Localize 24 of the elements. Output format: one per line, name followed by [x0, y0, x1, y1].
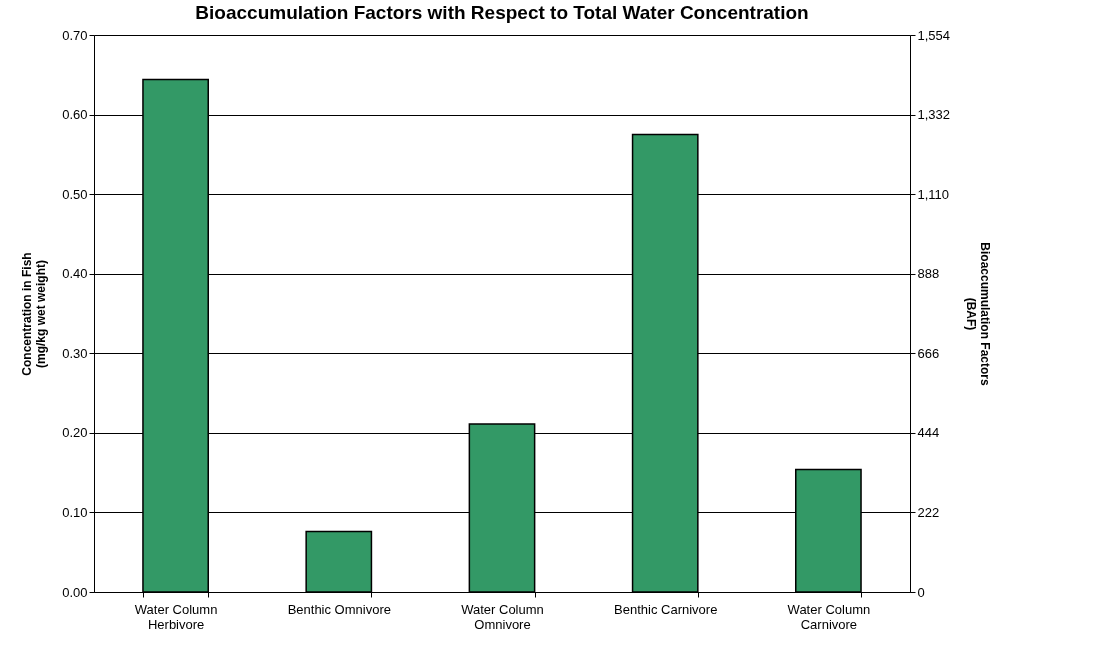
chart-title: Bioaccumulation Factors with Respect to Total Water Concentration	[195, 2, 809, 23]
y2-tick-label: 1,332	[917, 107, 951, 123]
y2-tick-label: 666	[917, 345, 940, 361]
x-tick-label: Benthic Carnivore	[614, 601, 718, 617]
y2-tick-label: 222	[917, 504, 940, 520]
x-tick-label: Water Column Carnivore	[787, 601, 871, 632]
y-tick-label: 0.70	[62, 27, 88, 43]
y-tick-label: 0.50	[62, 186, 88, 202]
y2-axis-title: Bioaccumulation Factors (BAF)	[964, 242, 993, 386]
y2-tick-label: 1,110	[917, 186, 950, 202]
y-tick-label: 0.20	[62, 425, 88, 441]
y-tick-label: 0.30	[62, 345, 88, 361]
y2-tick-label: 888	[917, 266, 940, 282]
x-tick-label: Benthic Omnivore	[287, 601, 391, 617]
x-tick-label: Water Column Omnivore	[461, 601, 544, 632]
y2-tick-label: 0	[917, 584, 925, 600]
y-tick-label: 0.10	[62, 504, 88, 520]
y-tick-label: 0.40	[62, 266, 88, 282]
x-tick-label: Water Column Herbivore	[134, 601, 218, 632]
y-tick-label: 0.00	[62, 584, 88, 600]
y-axis-title: Concentration in Fish (mg/kg wet weight)	[20, 252, 49, 376]
y2-tick-label: 444	[917, 425, 940, 441]
y-tick-label: 0.60	[62, 107, 88, 123]
y2-tick-label: 1,554	[917, 27, 951, 43]
